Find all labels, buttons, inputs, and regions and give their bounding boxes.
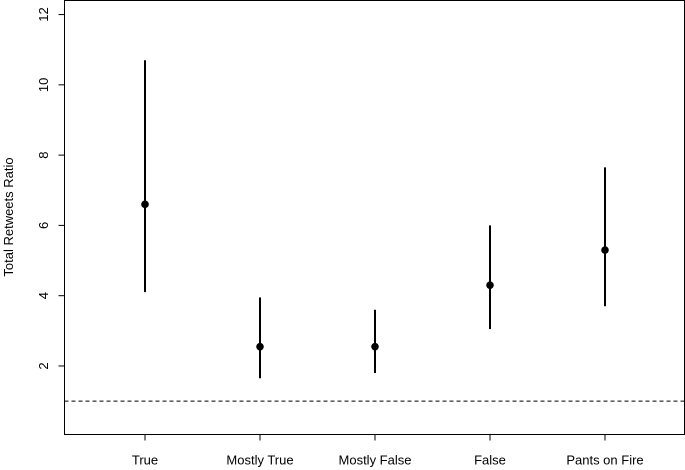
x-tick-label: False (474, 453, 506, 468)
x-axis: True Mostly True Mostly False False Pants on… (132, 434, 644, 468)
x-tick-label: True (132, 453, 158, 468)
y-tick-label: 10 (36, 78, 51, 92)
y-axis-title: Total Retweets Ratio (1, 157, 16, 276)
y-tick-label: 8 (36, 152, 51, 159)
data-point (601, 246, 609, 254)
series (141, 60, 609, 379)
y-tick-label: 12 (36, 7, 51, 21)
y-tick-label: 4 (36, 292, 51, 299)
x-tick-label: Mostly False (339, 453, 412, 468)
y-tick-label: 2 (36, 362, 51, 369)
data-point (141, 200, 149, 209)
data-point (256, 342, 264, 351)
y-tick-label: 6 (36, 222, 51, 229)
x-tick-label: Pants on Fire (566, 453, 643, 468)
data-point (371, 342, 379, 351)
y-axis: 2 4 6 8 10 12 (36, 7, 65, 370)
data-point (486, 281, 494, 289)
x-tick-label: Mostly True (226, 453, 293, 468)
